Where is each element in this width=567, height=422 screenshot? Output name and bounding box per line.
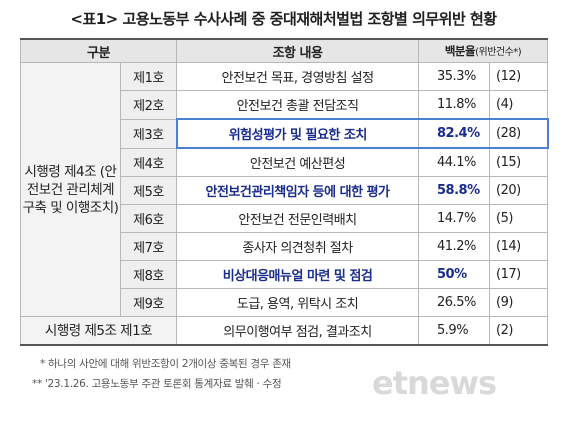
header-category: 구분 — [19, 38, 178, 63]
clause-number: 제6호 — [119, 204, 178, 233]
header-count-label: (위반건수*) — [475, 47, 522, 58]
clause-item: 안전보건 예산편성 — [176, 147, 420, 177]
clause-number: 제1호 — [119, 62, 178, 91]
table-row-last: 시행령 제5조 제1호 의무이행여부 점검, 결과조치 5.9% (2) — [19, 316, 549, 346]
clause-item: 도급, 용역, 위탁시 조치 — [176, 288, 420, 317]
header-percent-label: 백분율 — [444, 44, 476, 58]
clause-item: 비상대응매뉴얼 마련 및 점검 — [176, 260, 420, 289]
clause-item: 안전보건 전문인력배치 — [176, 204, 420, 233]
percent-cell: 11.8% — [418, 90, 491, 120]
clause-item: 의무이행여부 점검, 결과조치 — [176, 316, 420, 346]
table-title: <표1> 고용노동부 수사사례 중 중대재해처벌법 조항별 의무위반 현황 — [70, 10, 497, 28]
table-row-highlighted: 제3호 위험성평가 및 필요한 조치 82.4% (28) — [21, 118, 549, 149]
header-row: 구분 조항 내용 백분율(위반건수*) — [19, 38, 549, 63]
clause-number: 제5호 — [119, 176, 178, 205]
table-row: 제6호 안전보건 전문인력배치 14.7% (5) — [21, 204, 549, 233]
percent-cell: 5.9% — [418, 316, 491, 346]
table-row: 시행령 제4조 (안전보건 관리체계 구축 및 이행조치) 제1호 안전보건 목… — [20, 62, 549, 317]
table-row: 제7호 종사자 의견청취 절차 41.2% (14) — [21, 232, 549, 261]
percent-cell: 82.4% — [418, 118, 491, 149]
count-cell: (12) — [489, 62, 549, 91]
etnews-watermark: etnews — [372, 364, 497, 402]
footnote-2: ** '23.1.26. 고용노동부 주관 토론회 통계자료 발췌 · 수정 — [32, 378, 282, 390]
footnote-1: * 하나의 사안에 대해 위반조항이 2개이상 중복된 경우 존재 — [40, 358, 291, 370]
count-cell: (17) — [489, 260, 549, 289]
group-label: 시행령 제4조 (안전보건 관리체계 구축 및 이행조치) — [20, 62, 121, 317]
count-cell: (9) — [489, 288, 549, 317]
count-cell: (5) — [489, 204, 549, 233]
clause-number: 제9호 — [119, 288, 178, 317]
percent-cell: 41.2% — [418, 232, 491, 261]
table-row: 제9호 도급, 용역, 위탁시 조치 26.5% (9) — [21, 288, 549, 317]
percent-cell: 26.5% — [418, 288, 491, 317]
clause-number: 제3호 — [119, 118, 178, 149]
clause-item: 안전보건 목표, 경영방침 설정 — [176, 62, 420, 91]
clause-number: 제8호 — [119, 260, 178, 289]
percent-cell: 14.7% — [418, 204, 491, 233]
percent-cell: 50% — [418, 260, 491, 289]
percent-cell: 35.3% — [418, 62, 491, 91]
header-percent: 백분율(위반건수*) — [418, 38, 549, 63]
clause-number: 제7호 — [119, 232, 178, 261]
table-row-highlighted: 제5호 안전보건관리책임자 등에 대한 평가 58.8% (20) — [21, 176, 549, 205]
clause-item: 위험성평가 및 필요한 조치 — [175, 118, 420, 149]
table-row: 제2호 안전보건 총괄 전담조직 11.8% (4) — [21, 90, 549, 120]
count-cell: (14) — [489, 232, 549, 261]
clause-item: 안전보건관리책임자 등에 대한 평가 — [176, 176, 420, 205]
count-cell: (20) — [489, 176, 549, 205]
clause-item: 종사자 의견청취 절차 — [176, 232, 420, 261]
count-cell: (4) — [489, 90, 549, 120]
percent-cell: 58.8% — [418, 176, 491, 205]
violation-table: 구분 조항 내용 백분율(위반건수*) 시행령 제4조 (안전보건 관리체계 구… — [19, 38, 549, 346]
group-label-article5: 시행령 제5조 제1호 — [19, 316, 178, 346]
count-cell: (28) — [489, 118, 549, 149]
count-cell: (15) — [489, 147, 549, 177]
clause-item: 안전보건 총괄 전담조직 — [176, 90, 420, 120]
clause-number: 제2호 — [119, 90, 178, 120]
table-row: 제4호 안전보건 예산편성 44.1% (15) — [21, 147, 549, 177]
header-clause: 조항 내용 — [176, 38, 420, 63]
clause-number: 제4호 — [119, 147, 178, 177]
percent-cell: 44.1% — [418, 147, 491, 177]
count-cell: (2) — [489, 316, 549, 346]
